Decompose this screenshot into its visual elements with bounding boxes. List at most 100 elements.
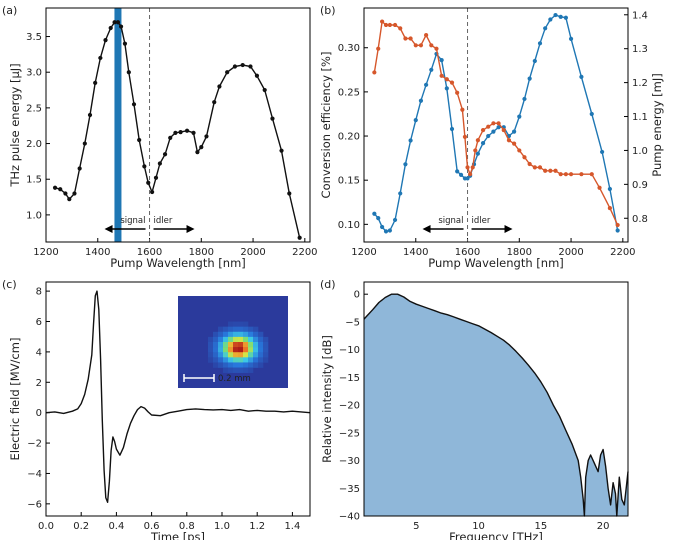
- inset-pixel: [238, 321, 244, 327]
- inset-pixel: [248, 342, 254, 348]
- inset-pixel: [248, 357, 254, 363]
- data-point: [191, 130, 196, 135]
- pump-energy-line: [373, 20, 619, 226]
- inset-pixel: [253, 336, 259, 343]
- inset-pixel: [243, 342, 249, 348]
- data-point: [460, 107, 465, 112]
- inset-pixel: [233, 336, 239, 343]
- y-tick-label: 0.25: [338, 87, 360, 98]
- x-tick-label: 1800: [507, 247, 532, 258]
- data-point: [532, 165, 537, 170]
- data-point: [468, 172, 473, 177]
- data-point: [568, 172, 574, 177]
- inset-pixel: [213, 362, 219, 368]
- field-line: [45, 290, 311, 503]
- inset-pixel: [253, 352, 259, 358]
- inset-pixel: [208, 342, 214, 348]
- inset-pixel: [248, 336, 254, 343]
- y2-tick-label: 1.1: [632, 112, 648, 123]
- plot-frame: [363, 7, 629, 243]
- data-point: [217, 84, 222, 89]
- inset-pixel: [258, 336, 264, 343]
- inset-pixel: [238, 336, 244, 343]
- inset-pixel: [223, 352, 229, 358]
- spectrum-area: [364, 294, 628, 516]
- y-tick-label: −35: [339, 484, 360, 495]
- inset-pixel: [223, 367, 229, 373]
- inset-pixel: [228, 347, 234, 353]
- data-point: [486, 133, 491, 139]
- data-point: [162, 152, 168, 157]
- inset-pixel: [248, 367, 254, 373]
- x-tick-label: 2200: [292, 247, 317, 258]
- data-point: [496, 121, 501, 126]
- data-point: [512, 141, 517, 146]
- data-point: [376, 216, 381, 221]
- y2-tick-label: 0.9: [632, 180, 648, 191]
- inset-pixel: [223, 331, 229, 338]
- scale-bar-label: 0.2 mm: [218, 374, 251, 384]
- data-point: [413, 43, 418, 48]
- data-point: [232, 64, 238, 69]
- data-point: [153, 175, 159, 180]
- inset-pixel: [233, 367, 239, 373]
- data-point: [512, 129, 517, 134]
- data-point: [418, 98, 424, 103]
- data-point: [77, 166, 82, 171]
- data-point: [122, 41, 128, 46]
- y-tick-label: 0.10: [338, 220, 360, 231]
- data-point: [563, 15, 568, 20]
- data-point: [254, 73, 260, 78]
- y-tick-label: 4: [36, 347, 42, 358]
- inset-pixel: [233, 331, 239, 338]
- y-axis-label: Conversion efficiency [%]: [319, 52, 333, 199]
- data-point: [532, 58, 537, 64]
- data-point: [270, 116, 275, 121]
- data-point: [178, 130, 183, 135]
- data-point: [486, 124, 491, 129]
- data-point: [434, 46, 439, 51]
- data-point: [287, 191, 292, 196]
- y-tick-label: 1.0: [26, 210, 42, 221]
- data-point: [225, 70, 230, 75]
- inset-pixel: [233, 342, 239, 348]
- x-tick-label: 20: [597, 521, 610, 532]
- data-point: [496, 125, 501, 130]
- y-tick-label: −2: [27, 439, 42, 450]
- inset-pixel: [238, 367, 244, 373]
- y-tick-label: −15: [339, 373, 360, 384]
- inset-pixel: [258, 342, 264, 348]
- data-point: [199, 145, 204, 150]
- data-point: [168, 135, 173, 140]
- data-point: [527, 76, 532, 81]
- data-point: [398, 191, 403, 196]
- inset-pixel: [218, 342, 224, 348]
- data-point: [380, 224, 385, 230]
- inset-pixel: [243, 331, 249, 338]
- x-axis-label: Pump Wavelength [nm]: [110, 256, 246, 270]
- inset-pixel: [228, 357, 234, 363]
- data-point: [455, 90, 460, 95]
- data-point: [297, 235, 302, 240]
- x-tick-label: 0.8: [179, 521, 195, 532]
- data-point: [118, 24, 124, 29]
- data-point: [372, 70, 377, 75]
- data-point: [93, 80, 98, 86]
- x-tick-label: 1.4: [284, 521, 300, 532]
- data-point: [112, 20, 117, 25]
- signal-arrowhead: [422, 225, 431, 233]
- signal-label: signal: [120, 216, 145, 226]
- data-point: [392, 217, 398, 223]
- data-point: [424, 82, 429, 87]
- data-point: [491, 121, 496, 126]
- data-point: [506, 138, 512, 143]
- inset-pixel: [263, 342, 269, 348]
- y-tick-label: 3.5: [26, 32, 42, 43]
- data-point: [146, 180, 151, 185]
- plot-frame: [363, 281, 629, 517]
- inset-pixel: [223, 336, 229, 343]
- data-point: [607, 186, 612, 192]
- y-tick-label: 2: [36, 378, 42, 389]
- inset-pixel: [213, 342, 219, 348]
